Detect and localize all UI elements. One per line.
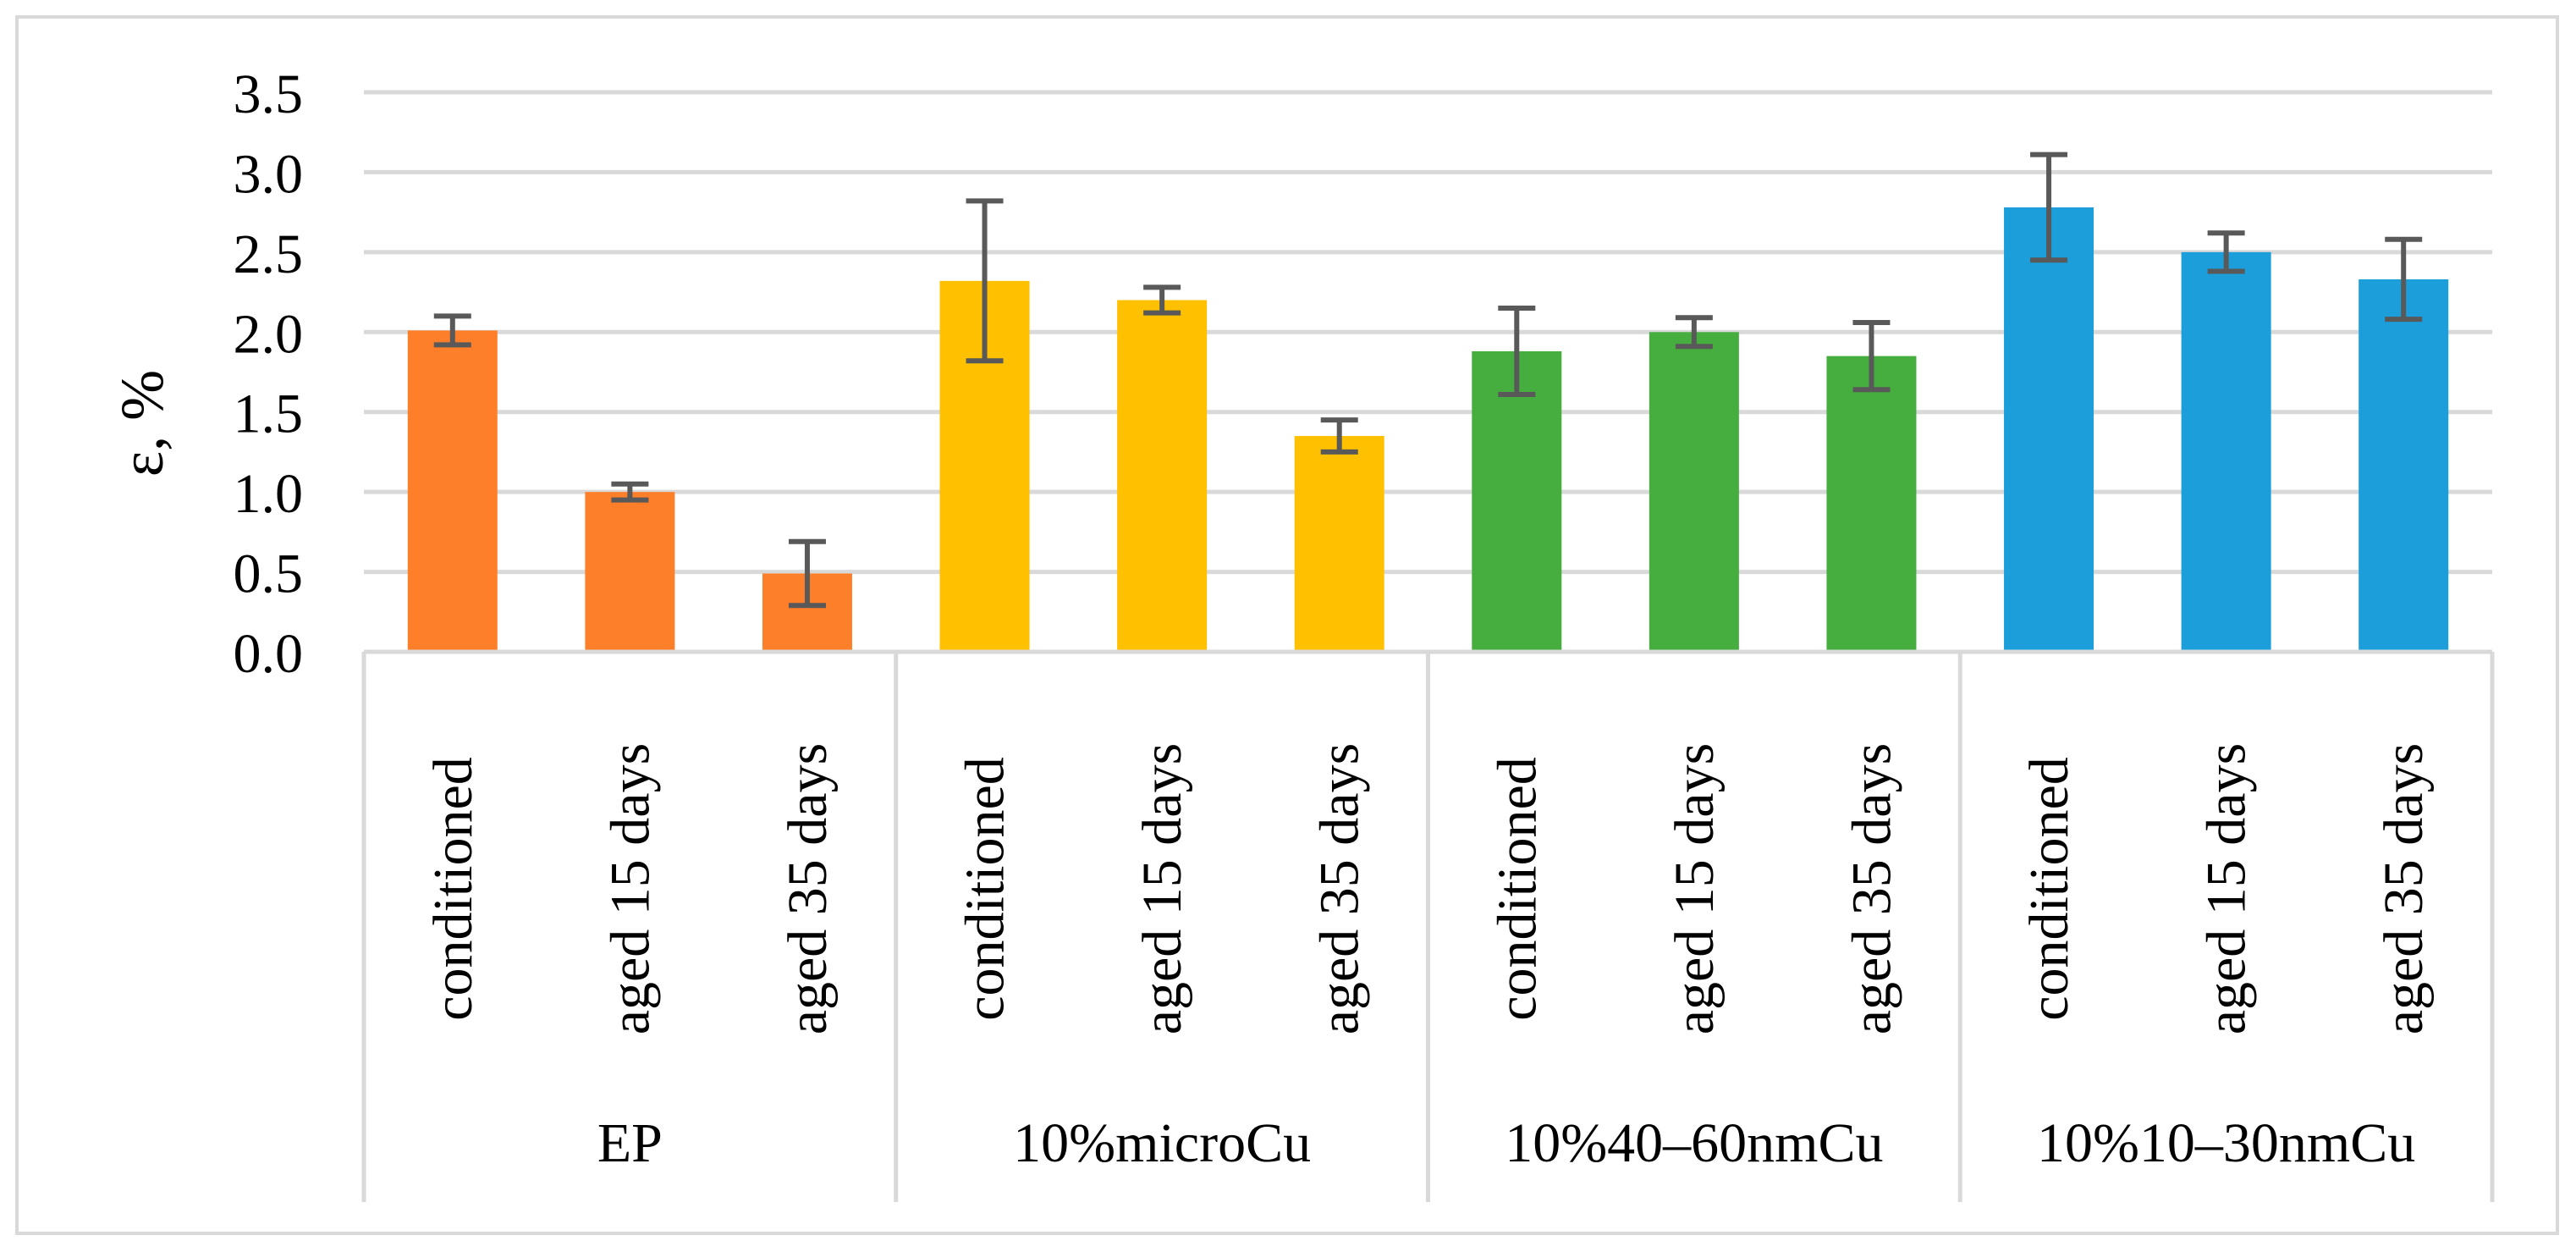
x-category-label: aged 15 days xyxy=(1664,743,1726,1035)
x-category-label: aged 35 days xyxy=(777,743,839,1035)
y-tick-label: 3.5 xyxy=(234,63,304,125)
y-tick-labels: 0.0 0.5 1.0 1.5 2.0 2.5 3.0 3.5 xyxy=(234,63,304,685)
bar xyxy=(2004,207,2094,652)
bars xyxy=(407,207,2449,652)
x-category-labels: conditioned aged 15 days aged 35 days condi… xyxy=(422,743,2435,1035)
bar xyxy=(2181,251,2271,652)
y-tick-label: 0.5 xyxy=(234,543,304,605)
x-category-label: conditioned xyxy=(1486,757,1548,1021)
bar xyxy=(1472,350,1562,652)
y-tick-label: 1.5 xyxy=(234,383,304,445)
x-category-label: conditioned xyxy=(2018,757,2080,1021)
x-category-label: aged 15 days xyxy=(1131,743,1193,1035)
x-category-label: conditioned xyxy=(955,757,1016,1021)
x-category-label: aged 15 days xyxy=(599,743,661,1035)
y-tick-label: 2.5 xyxy=(234,223,304,285)
x-category-label: aged 35 days xyxy=(1309,743,1371,1035)
bar xyxy=(1649,332,1739,652)
y-tick-label: 2.0 xyxy=(234,303,304,365)
x-category-label: aged 35 days xyxy=(1841,743,1902,1035)
bar xyxy=(1294,436,1384,652)
bar xyxy=(2359,279,2449,652)
x-group-labels: EP 10%microCu 10%40–60nmCu 10%10–30nmCu xyxy=(597,1112,2415,1174)
x-category-label: aged 15 days xyxy=(2196,743,2258,1035)
bar xyxy=(585,492,675,652)
x-category-label: conditioned xyxy=(422,757,484,1021)
y-tick-label: 3.0 xyxy=(234,143,304,205)
axes xyxy=(361,649,2495,1202)
error-bars xyxy=(433,152,2423,609)
y-tick-label: 0.0 xyxy=(234,623,304,685)
x-group-label: 10%40–60nmCu xyxy=(1505,1112,1883,1174)
grid-lines xyxy=(364,90,2492,575)
y-tick-label: 1.0 xyxy=(234,463,304,525)
x-category-label: aged 35 days xyxy=(2373,743,2435,1035)
x-group-label: 10%10–30nmCu xyxy=(2037,1112,2415,1174)
x-group-label: EP xyxy=(597,1112,663,1174)
x-group-label: 10%microCu xyxy=(1013,1112,1311,1174)
bar xyxy=(407,330,498,652)
bar xyxy=(1826,356,1917,652)
bar xyxy=(1117,300,1208,652)
y-axis-label: ε, % xyxy=(108,370,176,477)
